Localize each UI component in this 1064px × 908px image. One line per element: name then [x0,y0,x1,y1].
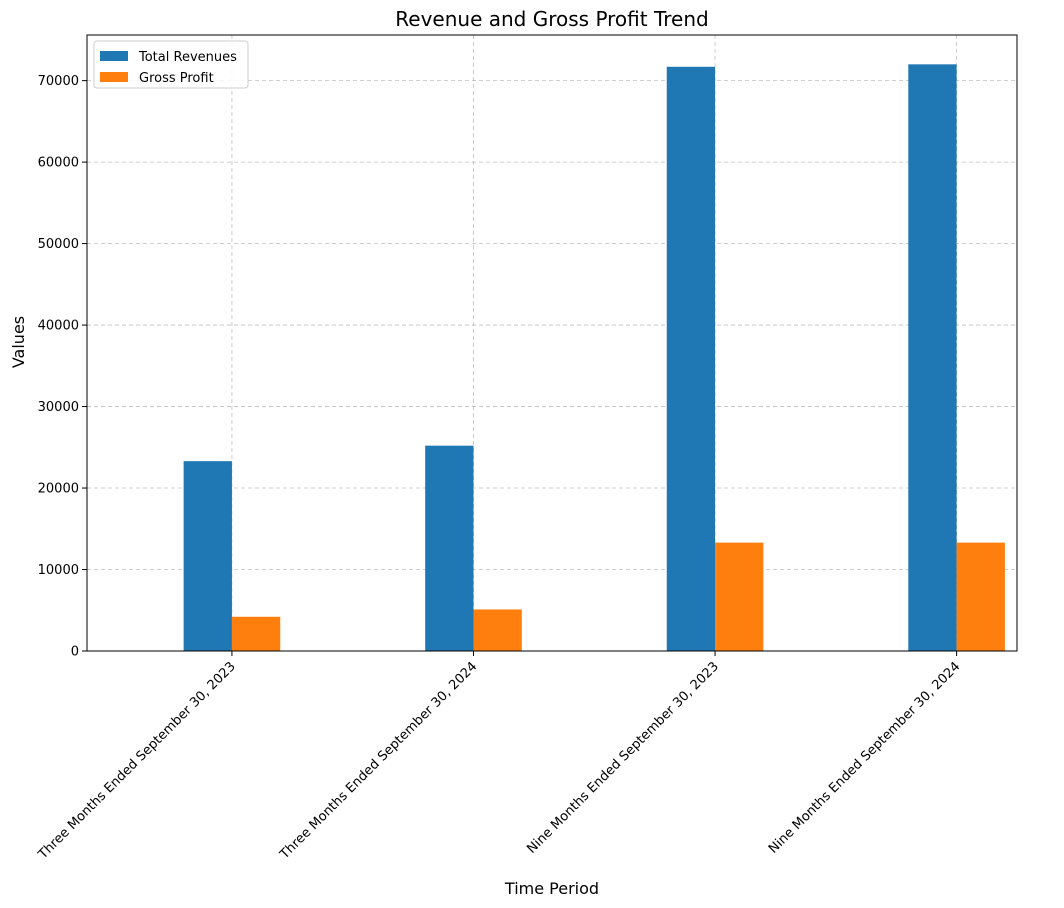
bars-layer [183,64,1005,652]
chart-title: Revenue and Gross Profit Trend [395,7,708,31]
y-tick-label: 60000 [38,156,79,171]
y-axis-title: Values [9,316,28,368]
bar-total-revenues [666,66,716,652]
y-tick-label: 70000 [38,74,79,89]
plot-frame [86,34,1018,652]
bar-gross-profit [473,609,522,651]
bar-total-revenues [908,64,957,652]
legend-box [93,40,249,89]
legend: Total Revenues Gross Profit [93,40,249,89]
bar-gross-profit [956,542,1005,651]
bar-total-revenues [183,461,232,651]
x-axis-title: Time Period [504,879,599,898]
y-tick-label: 50000 [38,237,79,252]
legend-label: Gross Profit [139,71,214,86]
y-tick-label: 30000 [38,400,79,415]
legend-label: Total Revenues [138,50,237,65]
bar-gross-profit [231,616,281,651]
bar-total-revenues [425,445,474,651]
y-tick-label: 10000 [38,563,79,578]
grid-layer [87,35,1017,652]
legend-swatch [100,51,128,61]
y-tick-label: 40000 [38,319,79,334]
legend-swatch [100,72,128,82]
bar-gross-profit [715,542,764,651]
y-tick-label: 20000 [38,482,79,497]
y-tick-label: 0 [71,645,79,660]
